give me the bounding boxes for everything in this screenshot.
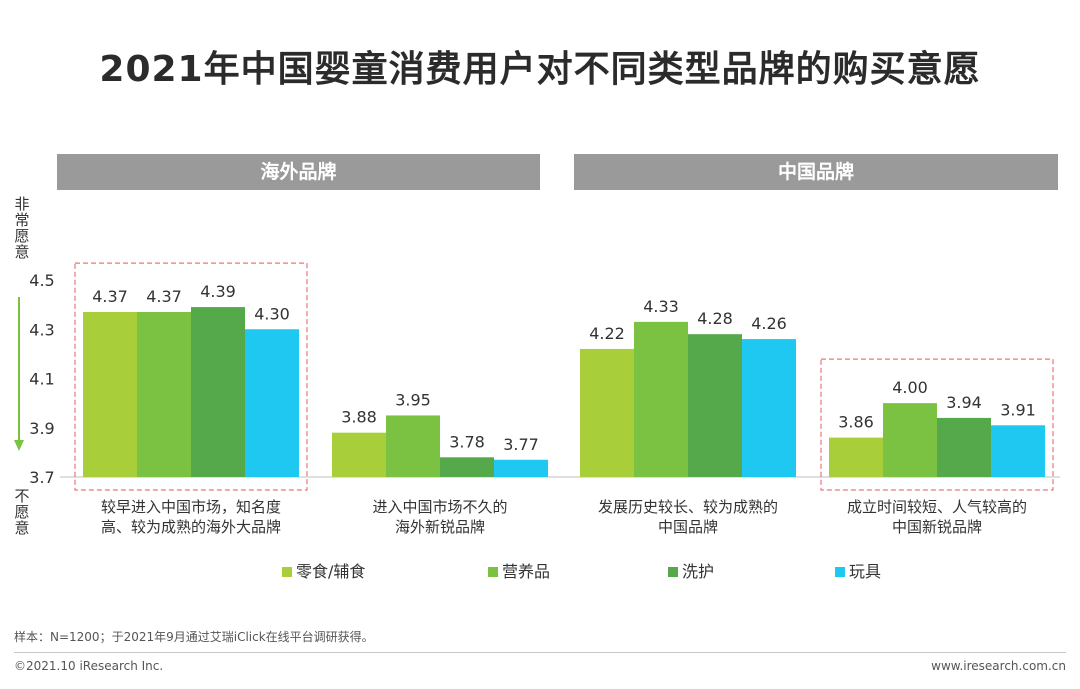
bar [829, 437, 883, 477]
chart-title: 2021年中国婴童消费用户对不同类型品牌的购买意愿 [99, 49, 981, 90]
data-label: 4.00 [892, 378, 928, 397]
axis-bottom-label: 不愿意 [14, 487, 30, 537]
data-label: 3.77 [503, 435, 539, 454]
y-tick-label: 4.1 [29, 370, 54, 389]
bar-chart: 4.5 4.3 4.1 3.9 3.7 4.37 3.88 4.22 3.86 4.37 3.95 4… [14, 262, 1060, 536]
data-label: 3.94 [946, 393, 982, 412]
legend-label-snack: 零食/辅食 [296, 562, 366, 581]
highlight-box [74, 262, 308, 491]
y-tick-label: 4.5 [29, 271, 54, 290]
sample-note: 样本：N=1200；于2021年9月通过艾瑞iClick在线平台调研获得。 [14, 630, 374, 644]
category-label: 发展历史较长、较为成熟的 [598, 498, 778, 516]
legend-swatch-toys [835, 567, 845, 577]
category-label: 中国品牌 [658, 518, 718, 536]
data-label: 3.78 [449, 432, 485, 451]
bar [742, 339, 796, 477]
website-link[interactable]: www.iresearch.com.cn [931, 659, 1066, 673]
bar [580, 348, 634, 477]
category-label: 成立时间较短、人气较高的 [847, 498, 1027, 516]
category-label: 中国新锐品牌 [892, 518, 982, 536]
data-label: 4.37 [146, 287, 182, 306]
category-label: 高、较为成熟的海外大品牌 [101, 518, 281, 536]
bar [83, 312, 137, 477]
legend-label-nutrition: 营养品 [502, 562, 551, 581]
legend-swatch-care [668, 567, 678, 577]
data-label: 4.39 [200, 282, 236, 301]
y-axis-arrow-head [14, 440, 24, 451]
data-label: 3.95 [395, 390, 431, 409]
copyright: ©2021.10 iResearch Inc. [14, 659, 164, 673]
data-label: 4.28 [697, 309, 733, 328]
bar [634, 321, 688, 477]
bar [245, 329, 299, 477]
bar [191, 307, 245, 477]
bar [688, 334, 742, 477]
group-header-china: 中国品牌 [574, 154, 1058, 190]
y-tick-label: 3.7 [29, 468, 54, 487]
data-label: 3.88 [341, 408, 377, 427]
bar [937, 417, 991, 477]
legend-label-toys: 玩具 [849, 562, 882, 581]
group-header-overseas: 海外品牌 [57, 154, 540, 190]
legend-label-care: 洗护 [682, 562, 715, 581]
category-label: 海外新锐品牌 [395, 518, 485, 536]
bar [494, 459, 548, 477]
bar [386, 415, 440, 477]
y-tick-label: 4.3 [29, 320, 54, 339]
data-label: 3.86 [838, 413, 874, 432]
bar [440, 457, 494, 477]
category-label: 进入中国市场不久的 [372, 498, 507, 516]
bar [137, 312, 191, 477]
footer-divider [14, 652, 1066, 653]
highlight-box [820, 358, 1054, 491]
data-label: 3.91 [1000, 400, 1036, 419]
data-label: 4.30 [254, 304, 290, 323]
axis-top-label: 非常愿意 [14, 195, 30, 261]
legend-swatch-snack [282, 567, 292, 577]
data-label: 4.26 [751, 314, 787, 333]
legend-swatch-nutrition [488, 567, 498, 577]
bar [332, 432, 386, 477]
y-tick-label: 3.9 [29, 419, 54, 438]
data-label: 4.22 [589, 324, 625, 343]
bar [883, 403, 937, 477]
data-label: 4.33 [643, 297, 679, 316]
data-label: 4.37 [92, 287, 128, 306]
category-label: 较早进入中国市场，知名度 [101, 498, 281, 516]
bar [991, 425, 1045, 477]
